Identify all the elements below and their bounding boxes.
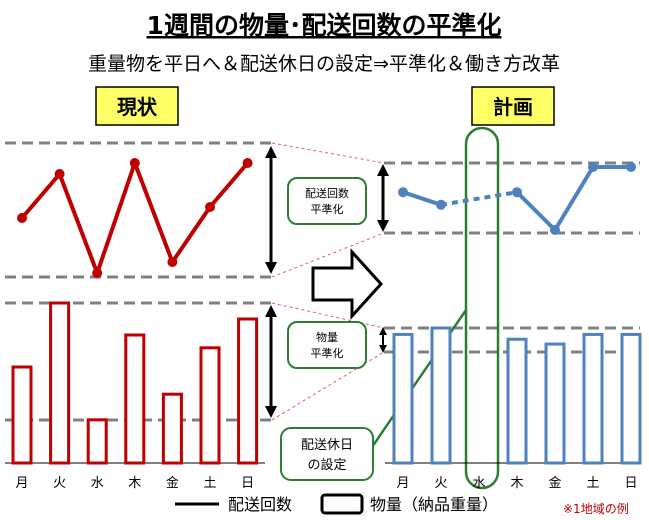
callout-holiday-line2: の設定 bbox=[307, 457, 346, 473]
current-trips-point-4 bbox=[167, 257, 178, 267]
plan-label: 計画 bbox=[493, 95, 533, 119]
range-arrows bbox=[265, 146, 389, 418]
current-volume-bar-5 bbox=[199, 346, 221, 465]
plan-volume-bar-6 bbox=[620, 332, 642, 465]
current-trips-point-3 bbox=[129, 158, 140, 168]
callout-holiday: 配送休日 の設定 bbox=[280, 427, 374, 481]
current-category-label-0: 月 bbox=[15, 476, 28, 491]
page-subtitle: 重量物を平日へ＆配送休日の設定⇒平準化＆働き方改革 bbox=[88, 53, 560, 75]
plan-category-label-5: 土 bbox=[586, 476, 599, 491]
current-label-box bbox=[95, 86, 179, 126]
plan-trips-segment-4 bbox=[553, 165, 595, 232]
current-trips-point-2 bbox=[92, 268, 103, 278]
page-title: 1週間の物量･配送回数の平準化 bbox=[147, 11, 502, 40]
plan-volume-bar-3 bbox=[506, 337, 528, 465]
current-volume-bar-4 bbox=[161, 392, 183, 465]
current-trips-segment-0 bbox=[20, 172, 62, 220]
plan-trips-point-4 bbox=[550, 225, 560, 235]
current-volume-bar-6 bbox=[237, 317, 259, 465]
callout-volume: 物量 平準化 bbox=[287, 321, 367, 369]
plan-label-box bbox=[471, 86, 555, 126]
callout-trips-line2: 平準化 bbox=[311, 202, 344, 216]
current-trips-segment-5 bbox=[208, 161, 250, 209]
plan-trips-point-0 bbox=[398, 187, 408, 198]
current-trips-segment-2 bbox=[95, 161, 137, 275]
plan-category-label-6: 日 bbox=[624, 476, 637, 491]
note-text: ※1地域の例 bbox=[563, 502, 629, 516]
callout-volume-line1: 物量 bbox=[316, 330, 338, 344]
current-trips-point-0 bbox=[17, 213, 27, 223]
plan-volume-bar-0 bbox=[392, 332, 414, 465]
holiday-callout-pointer bbox=[368, 309, 468, 451]
current-trips-point-1 bbox=[54, 169, 65, 179]
plan-trips-point-5 bbox=[588, 162, 598, 172]
legend-trips-label: 配送回数 bbox=[228, 495, 292, 514]
plan-category-label-4: 金 bbox=[548, 475, 561, 491]
transition-arrow-icon bbox=[311, 248, 384, 320]
current-category-label-4: 金 bbox=[166, 475, 179, 491]
plan-trips-gap-segment-1 bbox=[440, 190, 518, 207]
current-category-label-5: 土 bbox=[203, 476, 216, 491]
current-category-label-1: 火 bbox=[53, 476, 66, 491]
holiday-highlight bbox=[464, 126, 500, 490]
plan-trips-point-1 bbox=[436, 199, 446, 210]
current-category-label-6: 日 bbox=[241, 476, 254, 491]
plan-trips-segment-3 bbox=[515, 190, 557, 232]
plan-volume-bar-4 bbox=[544, 342, 566, 465]
legend-volume-swatch bbox=[320, 493, 364, 515]
current-category-label-3: 木 bbox=[128, 476, 141, 491]
current-trips-point-6 bbox=[242, 158, 253, 168]
plan-trips-segment-0 bbox=[401, 190, 443, 207]
plan-volume-bar-1 bbox=[430, 326, 452, 465]
current-trips-segment-4 bbox=[170, 205, 212, 264]
plan-trips-point-6 bbox=[626, 162, 636, 172]
current-volume-bar-1 bbox=[49, 301, 71, 465]
plan-category-label-1: 火 bbox=[434, 476, 447, 491]
current-category-label-2: 水 bbox=[91, 476, 104, 491]
legend-volume-label: 物量（納品重量） bbox=[370, 495, 498, 514]
callout-volume-line2: 平準化 bbox=[311, 346, 344, 360]
current-volume-bar-3 bbox=[124, 333, 146, 465]
callout-holiday-line1: 配送休日 bbox=[301, 438, 353, 453]
plan-volume-bar-5 bbox=[582, 332, 604, 465]
plan-category-label-2: 水 bbox=[472, 476, 485, 491]
current-trips-segment-1 bbox=[57, 172, 100, 275]
current-trips-point-5 bbox=[205, 202, 215, 212]
plan-trips-point-3 bbox=[512, 187, 522, 198]
current-volume-bar-0 bbox=[11, 365, 33, 465]
plan-category-label-0: 月 bbox=[396, 476, 409, 491]
chart-marks: 月火水木金土日月火水木金土日 bbox=[11, 158, 642, 491]
plan-category-label-3: 木 bbox=[510, 476, 523, 491]
callout-trips-line1: 配送回数 bbox=[305, 186, 349, 200]
legend: 配送回数 物量（納品重量） ※1地域の例 bbox=[175, 493, 629, 516]
current-volume-bar-2 bbox=[86, 418, 108, 465]
callout-trips: 配送回数 平準化 bbox=[287, 177, 367, 225]
current-label: 現状 bbox=[117, 95, 158, 119]
current-trips-segment-3 bbox=[132, 161, 175, 264]
